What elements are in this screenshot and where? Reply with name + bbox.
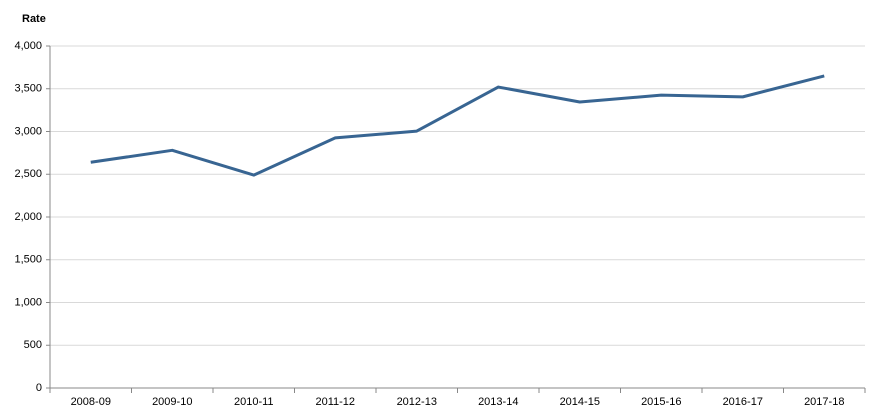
x-tick-label: 2009-10 xyxy=(152,396,192,408)
x-tick-label: 2008-09 xyxy=(71,396,111,408)
x-tick-label: 2011-12 xyxy=(315,396,355,408)
x-tick-label: 2012-13 xyxy=(397,396,437,408)
y-tick-label: 4,000 xyxy=(14,40,42,52)
y-tick-label: 1,500 xyxy=(14,254,42,266)
x-tick-label: 2017-18 xyxy=(804,396,844,408)
y-tick-label: 0 xyxy=(36,382,42,394)
y-tick-label: 500 xyxy=(24,339,42,351)
y-tick-label: 3,000 xyxy=(14,125,42,137)
x-tick-label: 2010-11 xyxy=(234,396,274,408)
x-tick-label: 2013-14 xyxy=(478,396,518,408)
x-tick-label: 2014-15 xyxy=(560,396,600,408)
y-tick-label: 2,500 xyxy=(14,168,42,180)
y-tick-label: 2,000 xyxy=(14,211,42,223)
y-axis-label: Rate xyxy=(22,13,46,25)
y-tick-label: 1,000 xyxy=(14,296,42,308)
x-tick-label: 2016-17 xyxy=(723,396,763,408)
y-tick-label: 3,500 xyxy=(14,83,42,95)
data-line xyxy=(90,74,825,177)
x-tick-label: 2015-16 xyxy=(641,396,681,408)
